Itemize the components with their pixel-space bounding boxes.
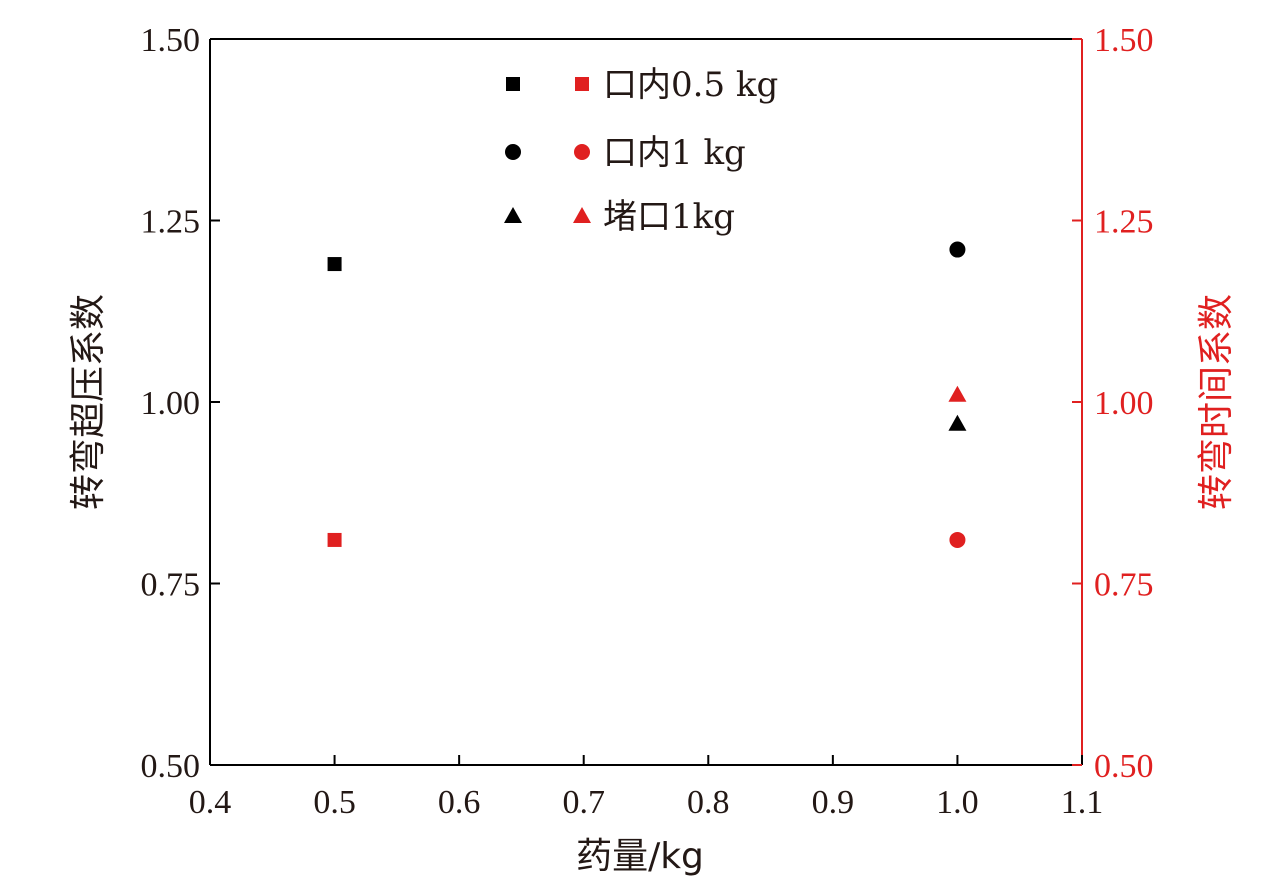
- data-point-right-triangle: [948, 385, 967, 402]
- x-tick-label: 0.4: [189, 784, 232, 821]
- y-left-tick-label: 1.00: [141, 385, 201, 422]
- y-axis-right: 0.50 0.75 1.00 1.25 1.50: [1072, 22, 1154, 785]
- y-right-tick-label: 1.00: [1094, 385, 1154, 422]
- y-right-tick-label: 1.25: [1094, 204, 1154, 241]
- x-tick-label: 1.1: [1061, 784, 1104, 821]
- data-point-left-square: [327, 257, 342, 272]
- legend-marker-black-circle: [505, 144, 521, 160]
- legend-marker-red-triangle: [573, 207, 591, 223]
- legend-label: 堵口1kg: [603, 197, 735, 237]
- legend-marker-red-circle: [574, 144, 590, 160]
- y-right-tick-label: 0.50: [1094, 748, 1154, 785]
- y-left-tick-label: 1.50: [141, 22, 201, 59]
- x-tick-label: 0.8: [687, 784, 730, 821]
- data-point-right-circle: [949, 531, 966, 548]
- y-right-tick-label: 0.75: [1094, 567, 1154, 604]
- data-point-right-square: [327, 532, 342, 547]
- legend-label: 口内0.5 kg: [603, 65, 778, 105]
- x-axis-title: 药量/kg: [576, 836, 704, 877]
- legend: 口内0.5 kg 口内1 kg 堵口1kg: [504, 65, 778, 237]
- x-axis: 0.4 0.5 0.6 0.7 0.8 0.9 1.0 1.1: [189, 755, 1104, 821]
- y-axis-left-title: 转弯超压系数: [68, 294, 109, 510]
- y-axis-right-title: 转弯时间系数: [1196, 294, 1237, 510]
- x-tick-label: 0.5: [313, 784, 356, 821]
- y-left-tick-label: 0.75: [141, 567, 201, 604]
- x-tick-label: 1.0: [936, 784, 979, 821]
- legend-marker-black-triangle: [504, 207, 522, 223]
- data-point-left-triangle: [948, 414, 967, 431]
- x-tick-label: 0.7: [562, 784, 605, 821]
- x-tick-label: 0.6: [438, 784, 481, 821]
- legend-marker-red-square: [575, 77, 589, 91]
- x-tick-label: 0.9: [812, 784, 855, 821]
- data-point-left-circle: [949, 241, 966, 258]
- y-right-tick-label: 1.50: [1094, 22, 1154, 59]
- y-left-tick-label: 0.50: [141, 748, 201, 785]
- legend-label: 口内1 kg: [603, 133, 746, 173]
- data-points: [327, 241, 967, 548]
- y-axis-left: 0.50 0.75 1.00 1.25 1.50: [141, 22, 220, 785]
- legend-marker-black-square: [506, 77, 520, 91]
- y-left-tick-label: 1.25: [141, 204, 201, 241]
